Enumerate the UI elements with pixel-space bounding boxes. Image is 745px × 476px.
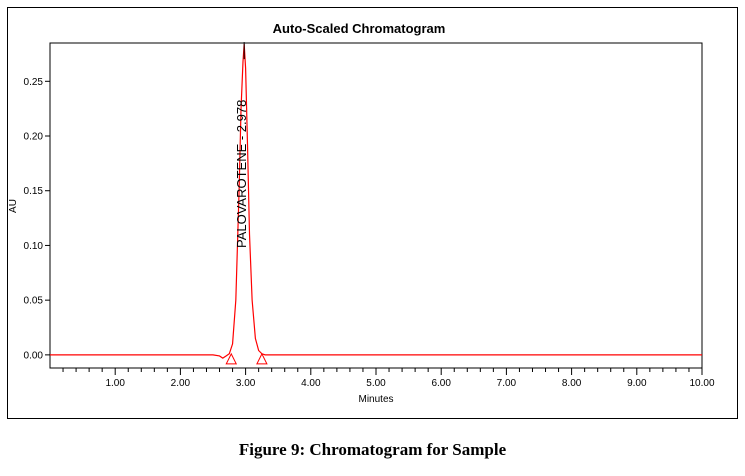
y-tick-label: 0.00 — [24, 350, 44, 361]
integration-marker — [225, 352, 238, 365]
chart-frame — [7, 7, 738, 419]
peak-label: PALOVAROTENE - 2.978 — [234, 100, 249, 248]
chromatogram-chart: Auto-Scaled Chromatogram 1.00 2.00 3.00 4.0… — [8, 21, 715, 405]
integration-markers — [225, 352, 268, 365]
plot-area — [49, 42, 703, 369]
y-axis-label: AU — [8, 199, 19, 213]
chromatogram-trace — [50, 44, 702, 359]
x-tick-label: 1.00 — [105, 378, 125, 389]
x-tick-label: 2.00 — [171, 378, 191, 389]
y-tick-label: 0.25 — [24, 77, 44, 88]
figure-caption: Figure 9: Chromatogram for Sample — [238, 440, 507, 459]
annotations: PALOVAROTENE - 2.978 — [234, 42, 249, 248]
x-tick-label: 8.00 — [562, 378, 582, 389]
series-layer — [50, 44, 702, 359]
x-axis-label: Minutes — [358, 394, 393, 405]
y-tick-label: 0.15 — [24, 186, 44, 197]
x-tick-label: 10.00 — [689, 378, 714, 389]
chart-title: Auto-Scaled Chromatogram — [273, 21, 446, 36]
x-tick-label: 6.00 — [431, 378, 451, 389]
x-tick-label: 3.00 — [236, 378, 256, 389]
x-axis: 1.00 2.00 3.00 4.00 5.00 6.00 7.00 8.00 9.00 10.0… — [62, 368, 715, 389]
y-axis: 0.00 0.05 0.10 0.15 0.20 0.25 — [24, 77, 50, 361]
integration-marker — [256, 352, 268, 365]
x-tick-label: 7.00 — [497, 378, 517, 389]
y-tick-label: 0.10 — [24, 241, 44, 252]
y-tick-label: 0.05 — [24, 296, 44, 307]
x-tick-label: 9.00 — [627, 378, 647, 389]
x-tick-label: 5.00 — [366, 378, 386, 389]
y-tick-label: 0.20 — [24, 132, 44, 143]
x-tick-label: 4.00 — [301, 378, 321, 389]
